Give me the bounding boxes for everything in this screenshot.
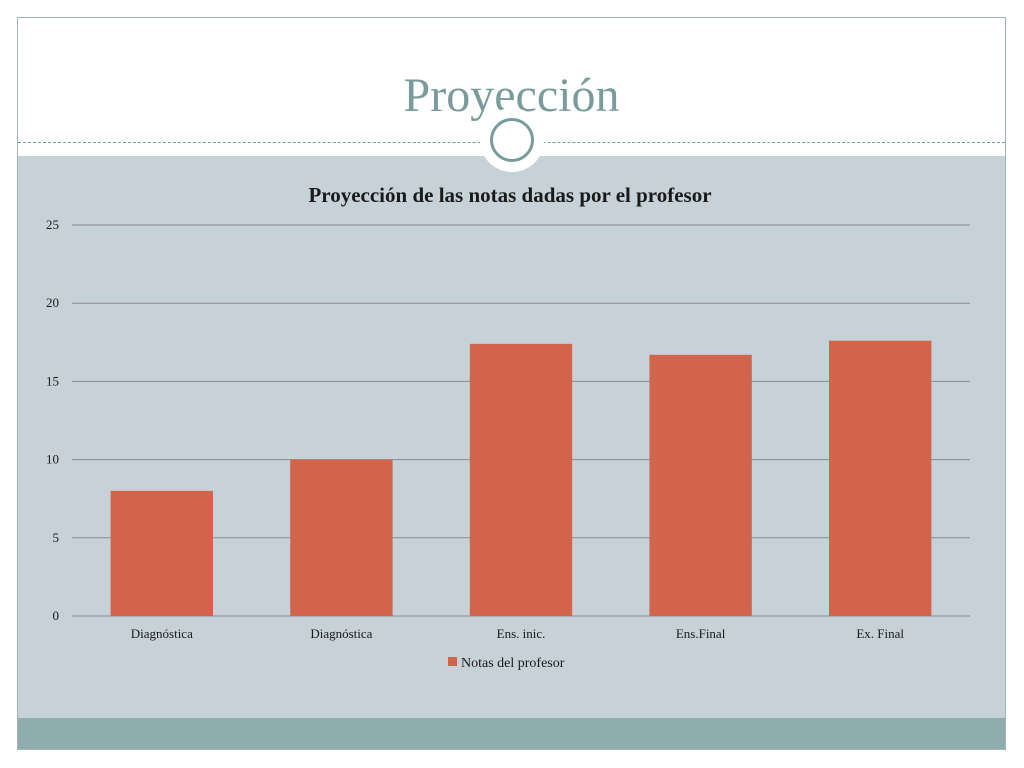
footer-band <box>18 718 1005 749</box>
y-tick-label: 0 <box>53 608 60 623</box>
x-tick-label: Ens.Final <box>676 626 726 641</box>
x-tick-label: Ex. Final <box>856 626 904 641</box>
y-tick-label: 25 <box>46 217 59 232</box>
y-axis-ticks: 0 5 10 15 20 25 <box>46 217 59 623</box>
bar <box>649 354 752 616</box>
y-tick-label: 10 <box>46 452 59 467</box>
legend-label: Notas del profesor <box>461 656 565 671</box>
bar <box>829 340 932 616</box>
chart-title: Proyección de las notas dadas por el pro… <box>308 183 711 207</box>
ring-ornament-icon <box>490 118 534 162</box>
y-tick-label: 5 <box>53 530 60 545</box>
y-tick-label: 15 <box>46 373 59 388</box>
bar <box>290 459 393 616</box>
bar-layer <box>110 340 932 616</box>
bar <box>110 490 213 616</box>
legend-swatch <box>448 657 457 666</box>
x-tick-label: Ens. inic. <box>497 626 546 641</box>
x-tick-label: Diagnóstica <box>310 626 372 641</box>
legend: Notas del profesor <box>448 656 565 671</box>
x-tick-label: Diagnóstica <box>131 626 193 641</box>
x-axis-ticks: Diagnóstica Diagnóstica Ens. inic. Ens.Fina… <box>131 626 905 641</box>
y-tick-label: 20 <box>46 295 59 310</box>
bar <box>469 343 573 616</box>
